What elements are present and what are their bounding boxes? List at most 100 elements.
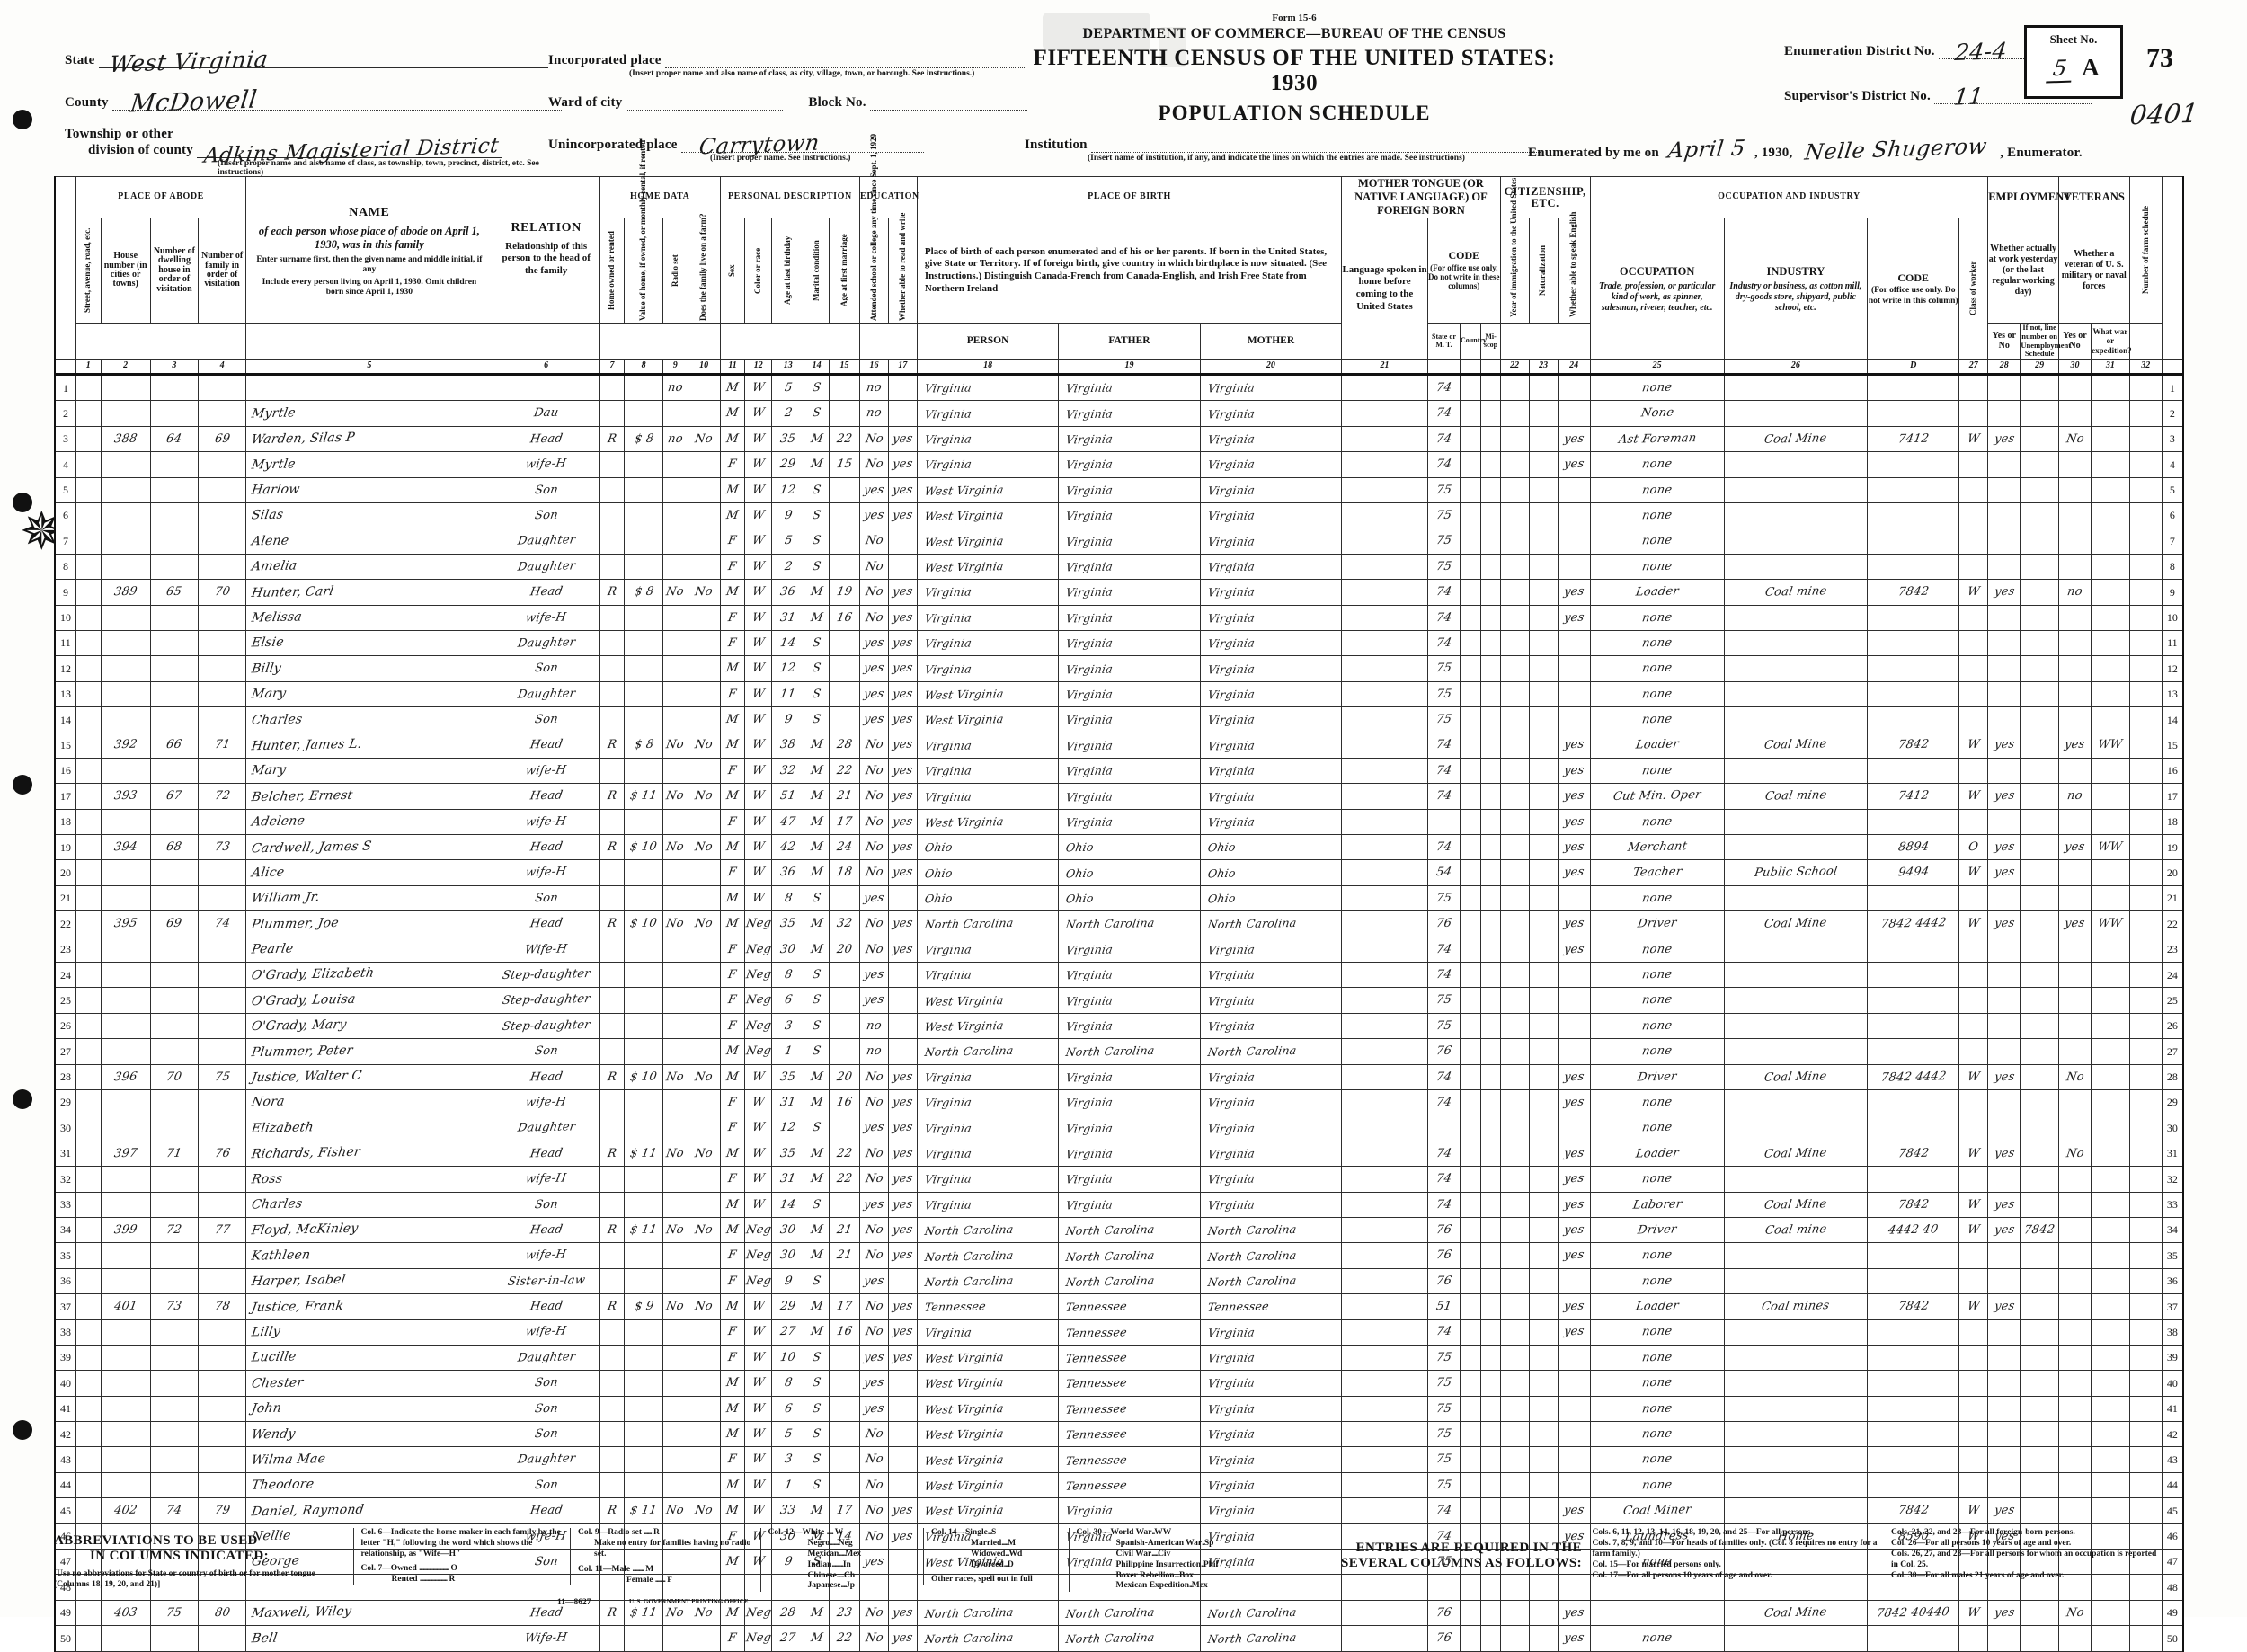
cell-code-country[interactable]	[1460, 553, 1482, 581]
cell-occupation-code[interactable]	[1867, 706, 1960, 733]
cell-veteran[interactable]	[2057, 936, 2092, 964]
cell-dwelling-number[interactable]	[149, 1319, 200, 1346]
cell-birth-mother[interactable]: Virginia	[1199, 1063, 1343, 1091]
cell-radio[interactable]	[662, 1370, 688, 1397]
cell-birth-person[interactable]: Virginia	[916, 1319, 1060, 1346]
cell-industry[interactable]	[1723, 1395, 1869, 1423]
cell-street[interactable]	[75, 1140, 102, 1168]
cell-birth-mother[interactable]: Ohio	[1199, 859, 1343, 886]
cell-home-owned[interactable]	[599, 1088, 626, 1116]
cell-read-write[interactable]: yes	[887, 502, 918, 529]
cell-occupation-code[interactable]	[1867, 1344, 1960, 1372]
cell-radio[interactable]	[662, 1012, 688, 1040]
cell-code-misc[interactable]	[1480, 859, 1501, 886]
cell-language[interactable]	[1341, 1395, 1428, 1423]
cell-race[interactable]: W	[744, 1497, 773, 1524]
cell-age[interactable]: 28	[771, 1599, 805, 1627]
cell-radio[interactable]	[662, 936, 688, 964]
cell-speak-english[interactable]	[1557, 1344, 1591, 1372]
cell-house-number[interactable]	[100, 987, 151, 1014]
cell-occupation-code[interactable]: 8894	[1867, 834, 1960, 861]
cell-house-number[interactable]	[100, 553, 151, 581]
cell-class-worker[interactable]	[1958, 553, 1989, 581]
cell-occupation[interactable]: none	[1589, 476, 1725, 504]
cell-birth-mother[interactable]: Virginia	[1199, 1140, 1343, 1168]
cell-birth-person[interactable]: West Virginia	[916, 553, 1060, 581]
cell-industry[interactable]	[1723, 1497, 1869, 1524]
cell-relation[interactable]: Son	[492, 1038, 600, 1065]
cell-birth-mother[interactable]: Virginia	[1199, 1012, 1343, 1040]
cell-employment[interactable]	[1987, 1242, 2021, 1269]
cell-house-number[interactable]	[100, 1115, 151, 1141]
cell-naturalization[interactable]	[1528, 706, 1559, 733]
cell-birth-person[interactable]: Virginia	[916, 425, 1060, 453]
cell-age[interactable]: 35	[771, 1140, 805, 1168]
cell-farm-schedule[interactable]	[2128, 604, 2163, 631]
cell-birth-father[interactable]: Virginia	[1058, 400, 1201, 427]
cell-code-misc[interactable]	[1480, 528, 1501, 555]
cell-farm-schedule[interactable]	[2128, 757, 2163, 785]
cell-birth-person[interactable]: North Carolina	[916, 1267, 1060, 1295]
cell-sex[interactable]: M	[719, 425, 746, 453]
cell-name[interactable]: Billy	[245, 655, 493, 682]
cell-code-country[interactable]	[1460, 374, 1482, 402]
cell-industry[interactable]: Home	[1723, 1523, 1869, 1550]
cell-immigration[interactable]	[1499, 1140, 1530, 1168]
cell-home-value[interactable]	[624, 629, 663, 657]
cell-employment[interactable]: yes	[1987, 1523, 2021, 1550]
cell-birth-person[interactable]: West Virginia	[916, 1395, 1060, 1423]
cell-unemployment-line[interactable]	[2020, 451, 2059, 478]
cell-farm[interactable]	[687, 1191, 721, 1218]
cell-veteran[interactable]: no	[2057, 783, 2092, 810]
cell-read-write[interactable]: yes	[887, 1344, 918, 1372]
cell-war[interactable]	[2091, 962, 2130, 989]
cell-language[interactable]	[1341, 808, 1428, 836]
cell-unemployment-line[interactable]	[2020, 680, 2059, 708]
cell-home-value[interactable]	[624, 604, 663, 631]
cell-employment[interactable]: yes	[1987, 579, 2021, 606]
cell-sex[interactable]: M	[719, 1038, 746, 1065]
cell-veteran[interactable]	[2057, 374, 2092, 402]
cell-naturalization[interactable]	[1528, 400, 1559, 427]
cell-relation[interactable]: Dau	[492, 400, 600, 427]
cell-occupation[interactable]: Loader	[1589, 579, 1725, 606]
cell-home-value[interactable]	[624, 1446, 663, 1473]
cell-naturalization[interactable]	[1528, 910, 1559, 937]
cell-immigration[interactable]	[1499, 987, 1530, 1014]
cell-sex[interactable]: F	[719, 1344, 746, 1372]
cell-employment[interactable]	[1987, 1471, 2021, 1499]
cell-birth-mother[interactable]: Ohio	[1199, 834, 1343, 861]
cell-occupation[interactable]: none	[1589, 655, 1725, 682]
cell-read-write[interactable]: yes	[887, 579, 918, 606]
cell-house-number[interactable]	[100, 451, 151, 478]
cell-farm[interactable]	[687, 629, 721, 657]
cell-home-value[interactable]	[624, 1625, 663, 1652]
cell-code-country[interactable]	[1460, 1088, 1482, 1116]
cell-radio[interactable]	[662, 1038, 688, 1065]
cell-farm[interactable]: No	[687, 1063, 721, 1091]
cell-relation[interactable]: wife-H	[492, 1166, 600, 1193]
cell-marital[interactable]: M	[804, 425, 830, 453]
cell-code-misc[interactable]	[1480, 1038, 1501, 1065]
cell-street[interactable]	[75, 884, 102, 912]
cell-birth-mother[interactable]: Virginia	[1199, 936, 1343, 964]
cell-language[interactable]	[1341, 680, 1428, 708]
cell-class-worker[interactable]: W	[1958, 425, 1989, 453]
cell-street[interactable]	[75, 451, 102, 478]
cell-race[interactable]: W	[744, 579, 773, 606]
cell-code-state[interactable]: 74	[1426, 1191, 1461, 1218]
cell-home-value[interactable]	[624, 706, 663, 733]
cell-name[interactable]: Nellie	[245, 1523, 493, 1550]
cell-naturalization[interactable]	[1528, 1421, 1559, 1448]
cell-age-marriage[interactable]	[828, 502, 861, 529]
cell-industry[interactable]: Coal mine	[1723, 579, 1869, 606]
cell-home-value[interactable]	[624, 1370, 663, 1397]
cell-dwelling-number[interactable]	[149, 1471, 200, 1499]
cell-occupation[interactable]: none	[1589, 374, 1725, 402]
cell-language[interactable]	[1341, 1293, 1428, 1320]
cell-code-state[interactable]: 74	[1426, 783, 1461, 810]
cell-race[interactable]: Neg	[744, 910, 773, 937]
cell-speak-english[interactable]	[1557, 400, 1591, 427]
cell-occupation-code[interactable]: 7842	[1867, 1140, 1960, 1168]
cell-industry[interactable]	[1723, 1267, 1869, 1295]
